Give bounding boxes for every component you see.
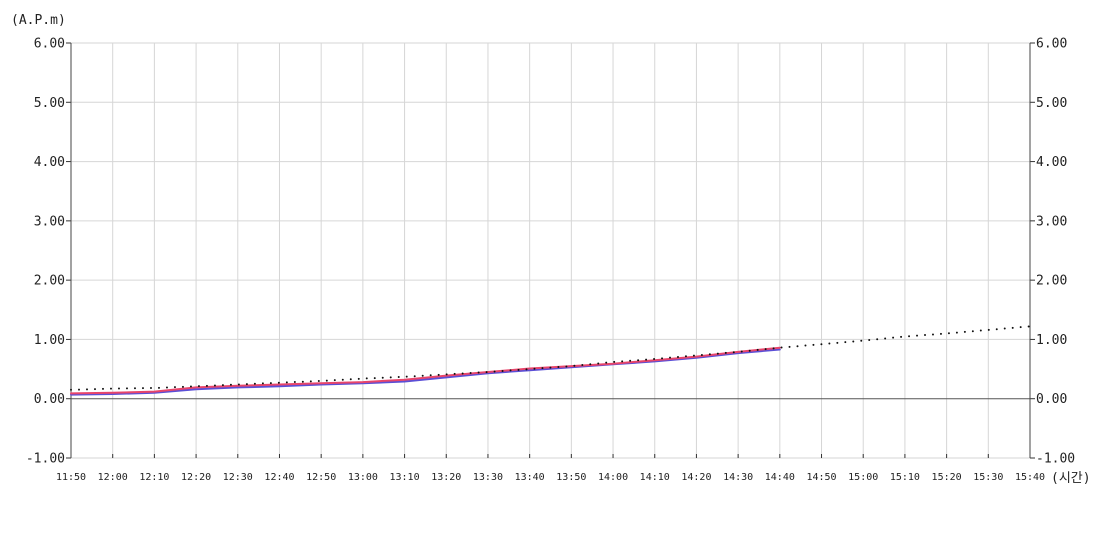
y-tick-label-right: 3.00 <box>1036 214 1067 229</box>
axes <box>66 42 1035 459</box>
x-tick-label: 12:10 <box>139 472 169 483</box>
x-tick-label: 12:40 <box>264 472 294 483</box>
x-tick-label: 13:30 <box>473 472 503 483</box>
y-tick-label-right: 1.00 <box>1036 333 1067 348</box>
x-tick-label: 12:50 <box>306 472 336 483</box>
x-tick-label: 14:50 <box>806 472 836 483</box>
y-tick-label-right: 2.00 <box>1036 274 1067 289</box>
y-tick-label-left: 1.00 <box>34 333 65 348</box>
x-tick-label: 11:50 <box>56 472 86 483</box>
y-tick-label-right: -1.00 <box>1036 452 1075 467</box>
x-tick-label: 13:20 <box>431 472 461 483</box>
x-tick-label: 12:20 <box>181 472 211 483</box>
x-tick-label: 15:10 <box>890 472 920 483</box>
y-tick-label-left: 0.00 <box>34 392 65 407</box>
series-line-3 <box>70 325 1031 391</box>
x-tick-label: 12:00 <box>98 472 128 483</box>
y-axis-unit: (A.P.m) <box>11 13 66 28</box>
y-tick-label-left: 4.00 <box>34 155 65 170</box>
x-tick-label: 12:30 <box>223 472 253 483</box>
x-tick-label: 14:00 <box>598 472 628 483</box>
series-line-2 <box>70 346 781 395</box>
x-tick-label: 14:10 <box>640 472 670 483</box>
x-tick-label: 15:20 <box>932 472 962 483</box>
y-tick-label-left: -1.00 <box>26 452 65 467</box>
tick-labels: 11:50 12:00 12:10 12:20 12:30 12:40 12:50 13:00… <box>26 37 1075 484</box>
y-tick-label-right: 6.00 <box>1036 37 1067 52</box>
series-line-1 <box>70 348 781 396</box>
x-tick-label: 13:00 <box>348 472 378 483</box>
x-tick-label: 14:20 <box>681 472 711 483</box>
series-layer <box>70 325 1031 396</box>
x-tick-label: 14:30 <box>723 472 753 483</box>
x-tick-label: 15:30 <box>973 472 1003 483</box>
x-tick-label: 14:40 <box>765 472 795 483</box>
x-axis-unit: (시간) <box>1051 471 1091 486</box>
x-tick-label: 15:00 <box>848 472 878 483</box>
x-tick-label: 13:50 <box>556 472 586 483</box>
y-tick-label-right: 0.00 <box>1036 392 1067 407</box>
x-tick-label: 13:10 <box>390 472 420 483</box>
y-tick-label-left: 2.00 <box>34 274 65 289</box>
y-tick-label-left: 3.00 <box>34 214 65 229</box>
grid <box>70 42 1031 459</box>
y-tick-label-right: 5.00 <box>1036 96 1067 111</box>
y-tick-label-left: 6.00 <box>34 37 65 52</box>
x-tick-label: 13:40 <box>515 472 545 483</box>
x-tick-label: 15:40 <box>1015 472 1045 483</box>
y-tick-label-right: 4.00 <box>1036 155 1067 170</box>
y-tick-label-left: 5.00 <box>34 96 65 111</box>
